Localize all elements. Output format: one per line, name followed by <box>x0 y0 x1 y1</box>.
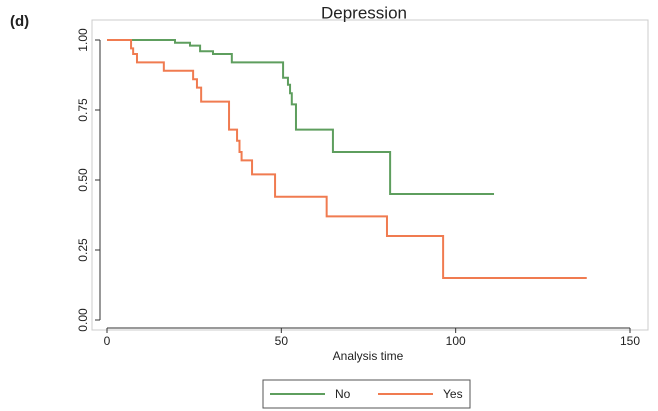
y-tick-label: 1.00 <box>76 28 90 52</box>
km-curve <box>107 39 587 279</box>
legend-label: Yes <box>443 387 463 401</box>
x-tick-label: 100 <box>446 334 466 348</box>
y-tick-label: 0.50 <box>76 168 90 192</box>
chart-title: Depression <box>321 3 407 22</box>
panel-label: (d) <box>10 13 29 30</box>
y-tick-label: 0.00 <box>76 308 90 332</box>
km-curve <box>107 39 495 195</box>
legend-box <box>262 379 471 409</box>
y-tick-label: 0.75 <box>76 98 90 122</box>
x-tick-label: 50 <box>275 334 289 348</box>
x-tick-label: 0 <box>104 334 111 348</box>
y-tick-label: 0.25 <box>76 238 90 262</box>
x-axis-label: Analysis time <box>333 349 404 363</box>
plot-frame <box>91 19 649 331</box>
x-tick-label: 150 <box>620 334 640 348</box>
legend-label: No <box>335 387 351 401</box>
